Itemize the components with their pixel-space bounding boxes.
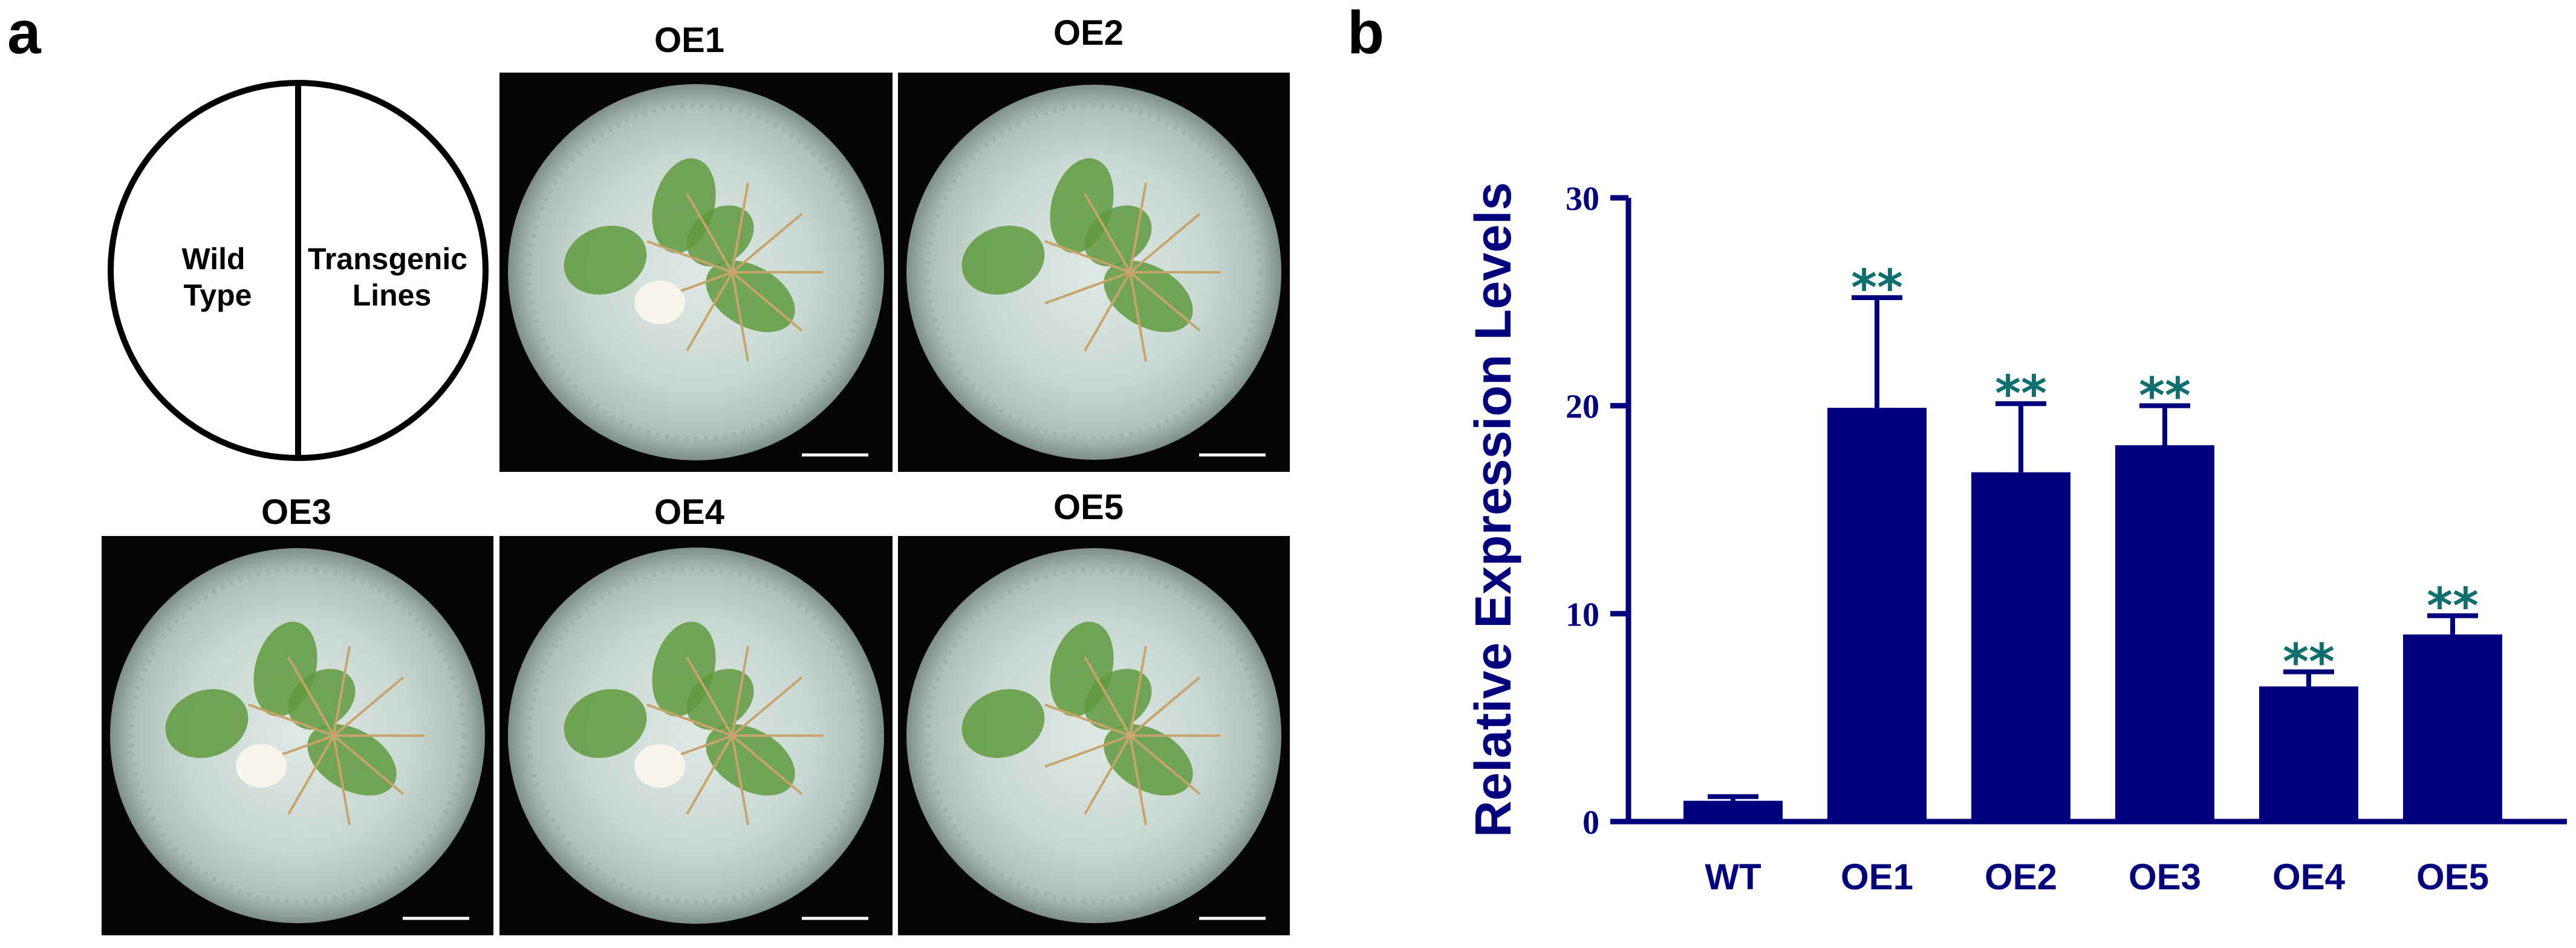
- root: [287, 734, 335, 815]
- significance-label: **: [2283, 634, 2335, 691]
- root: [686, 656, 733, 737]
- root: [731, 213, 803, 273]
- schematic-diagram: Wild Type Transgenic Lines: [108, 80, 489, 461]
- x-tick-label: OE2: [1985, 857, 2057, 897]
- x-tick-label: OE1: [1841, 857, 1913, 897]
- root: [731, 182, 750, 273]
- dish-rim: [924, 566, 1264, 906]
- photo-title-oe5: OE5: [1053, 488, 1124, 527]
- x-tick-label: OE5: [2416, 857, 2489, 897]
- callus: [634, 281, 685, 324]
- petri-dish: [508, 84, 884, 460]
- photo-oe4: [499, 536, 893, 935]
- root: [646, 240, 733, 273]
- root: [1084, 734, 1131, 815]
- root: [646, 703, 733, 737]
- root: [1044, 734, 1131, 768]
- root: [333, 735, 351, 826]
- root: [1129, 735, 1148, 826]
- bar-oe2: [1971, 472, 2070, 822]
- significance-label: **: [2427, 578, 2479, 635]
- root: [1129, 734, 1201, 795]
- root: [1044, 240, 1131, 273]
- photo-grid: [102, 73, 1290, 935]
- root: [287, 656, 335, 737]
- bar-oe4: [2259, 686, 2358, 822]
- root: [1084, 271, 1131, 351]
- root: [1084, 193, 1131, 273]
- photo-oe3: [102, 536, 493, 935]
- root: [686, 271, 733, 351]
- bar-chart: Relative Expression Levels 0 10 20 30 WT OE1 *…: [1465, 180, 2567, 897]
- root: [248, 703, 334, 737]
- callus: [236, 744, 287, 788]
- root: [1129, 271, 1201, 332]
- photo-title-oe2: OE2: [1053, 13, 1124, 53]
- petri-dish: [906, 548, 1281, 923]
- x-tick-label: WT: [1705, 857, 1761, 897]
- root: [333, 646, 351, 736]
- wild-type-label: Wild Type: [182, 242, 254, 312]
- root: [1129, 676, 1201, 737]
- root: [1129, 182, 1148, 273]
- petri-dish: [906, 85, 1281, 460]
- root: [1084, 656, 1131, 737]
- y-tick-label: 20: [1566, 388, 1599, 426]
- root: [686, 734, 733, 815]
- leaf: [564, 226, 647, 295]
- photo-oe5: [898, 536, 1290, 935]
- root: [731, 271, 803, 332]
- dish-rim: [128, 566, 467, 906]
- y-tick-label: 0: [1582, 804, 1599, 842]
- bar-oe5: [2403, 634, 2502, 822]
- root: [731, 735, 750, 826]
- y-tick-label: 30: [1566, 180, 1599, 218]
- root: [731, 272, 750, 362]
- photo-title-oe4: OE4: [654, 492, 724, 532]
- root: [731, 676, 803, 737]
- root: [1129, 272, 1148, 362]
- bar-oe1: [1827, 408, 1927, 822]
- x-tick-label: OE4: [2272, 857, 2346, 897]
- petri-dish: [508, 548, 884, 924]
- photo-title-oe1: OE1: [654, 21, 724, 60]
- root: [1129, 213, 1201, 273]
- root: [1044, 271, 1131, 305]
- panel-a-label: a: [7, 0, 42, 67]
- panel-b-label: b: [1347, 0, 1384, 67]
- photo-oe2: [898, 73, 1290, 472]
- y-tick-label: 10: [1566, 596, 1599, 633]
- x-tick-label: OE3: [2129, 857, 2201, 897]
- leaf: [564, 689, 647, 758]
- photo-title-oe3: OE3: [261, 492, 331, 532]
- petri-dish: [110, 548, 485, 923]
- photo-oe1: [499, 73, 893, 472]
- root: [731, 646, 750, 736]
- transgenic-lines-label: Transgenic Lines: [308, 242, 476, 312]
- leaf: [961, 689, 1045, 758]
- dish-rim: [924, 102, 1264, 442]
- dish-rim: [525, 565, 867, 906]
- significance-label: **: [1851, 260, 1903, 317]
- root: [731, 734, 803, 795]
- dish-rim: [525, 102, 867, 443]
- bar-oe3: [2115, 445, 2214, 822]
- significance-label: **: [1995, 365, 2047, 423]
- bar-wt: [1683, 800, 1783, 822]
- root: [1044, 703, 1131, 737]
- root: [333, 676, 405, 737]
- significance-label: **: [2139, 368, 2191, 425]
- y-axis-label: Relative Expression Levels: [1465, 182, 1521, 837]
- root: [686, 193, 733, 273]
- root: [1129, 646, 1148, 736]
- callus: [634, 744, 685, 788]
- leaf: [165, 689, 249, 758]
- root: [333, 734, 405, 795]
- leaf: [961, 226, 1045, 295]
